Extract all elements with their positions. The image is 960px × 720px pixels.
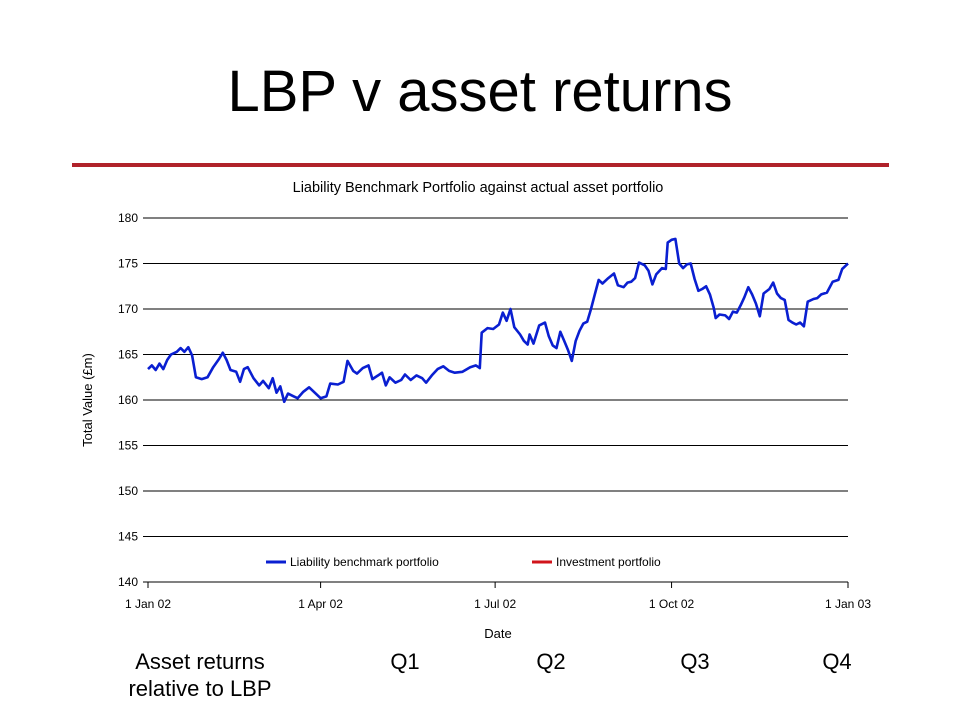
legend-bg-0	[262, 552, 524, 570]
y-tick-label-140: 140	[118, 575, 138, 589]
y-tick-label-160: 160	[118, 393, 138, 407]
title-divider	[72, 163, 889, 167]
y-tick-label-170: 170	[118, 302, 138, 316]
quarter-label-q3: Q3	[680, 649, 710, 674]
quarter-label-q2: Q2	[536, 649, 566, 674]
y-tick-label-180: 180	[118, 211, 138, 225]
slide-title: LBP v asset returns	[227, 59, 733, 124]
y-tick-label-145: 145	[118, 530, 138, 544]
chart-title: Liability Benchmark Portfolio against ac…	[293, 180, 664, 196]
row-label-line2: relative to LBP	[128, 676, 272, 701]
legend-label-1: Investment portfolio	[556, 555, 661, 569]
quarter-label-q1: Q1	[390, 649, 420, 674]
y-tick-label-165: 165	[118, 348, 138, 362]
asset-returns-row-label: Asset returns relative to LBP	[100, 648, 300, 702]
y-tick-label-175: 175	[118, 257, 138, 271]
y-axis-label: Total Value (£m)	[80, 353, 95, 447]
legend-bg-1	[528, 552, 714, 570]
quarter-label-q4: Q4	[822, 649, 852, 674]
row-label-line1: Asset returns	[135, 649, 265, 674]
x-tick-label-2: 1 Jul 02	[474, 597, 516, 611]
x-axis-label: Date	[484, 626, 511, 641]
series-line-0	[147, 237, 849, 404]
x-tick-label-4: 1 Jan 03	[825, 597, 871, 611]
chart: 140 145 150 155 160 165 170 175 180 1 Jan 02 1 Apr…	[80, 180, 871, 641]
y-tick-label-155: 155	[118, 439, 138, 453]
x-tick-label-0: 1 Jan 02	[125, 597, 171, 611]
x-tick-label-3: 1 Oct 02	[649, 597, 695, 611]
legend-label-0: Liability benchmark portfolio	[290, 555, 439, 569]
x-tick-label-1: 1 Apr 02	[298, 597, 343, 611]
y-tick-label-150: 150	[118, 484, 138, 498]
